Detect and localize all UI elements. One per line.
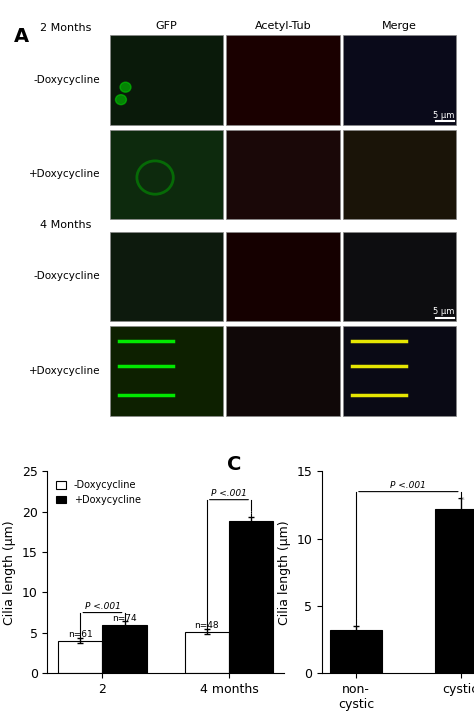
FancyBboxPatch shape [343, 326, 456, 416]
Text: A: A [14, 26, 29, 46]
Text: C: C [227, 455, 241, 474]
Text: -Doxycycline: -Doxycycline [34, 75, 100, 85]
FancyBboxPatch shape [109, 326, 223, 416]
FancyBboxPatch shape [343, 130, 456, 219]
Text: n=79: n=79 [239, 508, 264, 518]
FancyBboxPatch shape [109, 130, 223, 219]
Text: n=48: n=48 [194, 621, 219, 630]
Text: 5 μm: 5 μm [433, 307, 454, 316]
Text: -Doxycycline: -Doxycycline [34, 271, 100, 281]
Text: n=61: n=61 [68, 630, 93, 639]
FancyBboxPatch shape [226, 232, 340, 321]
Text: n=36: n=36 [344, 619, 368, 627]
Text: P <.001: P <.001 [391, 481, 426, 490]
Circle shape [120, 82, 131, 92]
Text: n=16: n=16 [448, 492, 473, 501]
FancyBboxPatch shape [109, 232, 223, 321]
FancyBboxPatch shape [226, 130, 340, 219]
Circle shape [116, 95, 127, 105]
FancyBboxPatch shape [109, 35, 223, 125]
Text: Merge: Merge [382, 21, 417, 31]
Bar [102, 624, 147, 673]
Text: 5 μm: 5 μm [433, 111, 454, 120]
Text: P <.001: P <.001 [84, 602, 120, 611]
FancyBboxPatch shape [343, 232, 456, 321]
FancyBboxPatch shape [226, 326, 340, 416]
Text: P <.001: P <.001 [211, 489, 247, 498]
Text: +Doxycycline: +Doxycycline [29, 170, 100, 180]
Y-axis label: Cilia length (μm): Cilia length (μm) [278, 520, 291, 624]
FancyBboxPatch shape [226, 35, 340, 125]
Text: 4 Months: 4 Months [40, 220, 91, 230]
Legend: -Doxycycline, +Doxycycline: -Doxycycline, +Doxycycline [52, 476, 145, 509]
Y-axis label: Cilia length (μm): Cilia length (μm) [3, 520, 16, 624]
FancyBboxPatch shape [343, 35, 456, 125]
Bar [330, 630, 382, 673]
Text: 2 Months: 2 Months [40, 23, 91, 33]
Text: +Doxycycline: +Doxycycline [29, 366, 100, 376]
Text: Acetyl-Tub: Acetyl-Tub [255, 21, 311, 31]
Bar [185, 632, 229, 673]
Bar [58, 641, 102, 673]
Text: GFP: GFP [155, 21, 177, 31]
Text: n=74: n=74 [112, 614, 137, 623]
Bar [229, 521, 273, 673]
Bar [435, 509, 474, 673]
